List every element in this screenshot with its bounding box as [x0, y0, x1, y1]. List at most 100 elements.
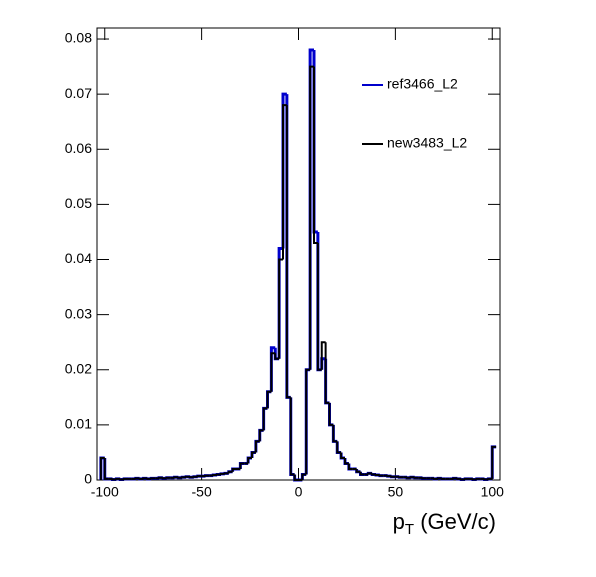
- histogram-bin: [413, 476, 419, 479]
- histogram-bin: [239, 462, 245, 469]
- histogram-bin: [266, 390, 272, 409]
- histogram-bin: [375, 474, 380, 477]
- histogram-bin: [293, 474, 299, 481]
- histogram-bin: [309, 65, 314, 370]
- y-tick-label: 0.02: [65, 360, 92, 376]
- x-tick-label: 0: [295, 484, 303, 500]
- histogram-bin: [99, 456, 105, 480]
- histogram-bin: [289, 397, 295, 476]
- y-tick-label: 0.03: [65, 305, 92, 321]
- histogram-bin: [192, 475, 198, 478]
- histogram-bin: [386, 475, 392, 478]
- histogram-bin: [111, 478, 117, 481]
- y-tick-label: 0.07: [65, 85, 92, 101]
- histogram-bin: [433, 477, 438, 480]
- histogram-bin: [475, 477, 481, 480]
- histogram-bin: [278, 258, 283, 359]
- histogram-bin: [146, 477, 152, 480]
- histogram-bin: [483, 478, 489, 481]
- histogram-bin: [359, 471, 365, 476]
- histogram-bin: [212, 474, 218, 477]
- histogram-bin: [301, 473, 307, 480]
- y-tick-label: 0.04: [65, 250, 92, 266]
- histogram-bin: [320, 341, 326, 370]
- histogram-bin: [161, 477, 167, 480]
- histogram-bin: [347, 463, 353, 470]
- histogram-bin: [355, 468, 361, 473]
- histogram-bin: [258, 429, 264, 442]
- y-tick-label: 0.05: [65, 195, 92, 211]
- histogram-bin: [115, 477, 121, 480]
- histogram-bin: [328, 402, 334, 426]
- histogram-bin: [204, 474, 210, 477]
- histogram-bin: [398, 476, 404, 479]
- legend-label: ref3466_L2: [387, 76, 458, 92]
- histogram-bin: [270, 352, 276, 392]
- histogram-bin: [437, 477, 442, 480]
- histogram-bin: [464, 477, 469, 480]
- histogram-bin: [456, 477, 462, 480]
- histogram-bin: [173, 476, 179, 479]
- histogram-bin: [262, 407, 268, 431]
- x-tick-label: 50: [388, 484, 404, 500]
- histogram-bin: [165, 476, 171, 479]
- histogram-bin: [177, 476, 183, 479]
- histogram-bin: [324, 342, 330, 404]
- histogram-bin: [452, 477, 458, 480]
- histogram-bin: [103, 457, 109, 480]
- y-tick-label: 0.08: [65, 30, 92, 46]
- histogram-bin: [254, 440, 260, 453]
- histogram-bin: [340, 452, 345, 459]
- histogram-bin: [231, 467, 237, 472]
- histogram-bin: [313, 66, 318, 244]
- histogram-bin: [409, 476, 415, 479]
- histogram-bin: [371, 473, 376, 476]
- histogram-bin: [332, 424, 338, 443]
- histogram-bin: [142, 477, 148, 480]
- histogram-bin: [223, 472, 229, 475]
- histogram-bin: [181, 476, 187, 479]
- x-tick-label: -50: [192, 484, 212, 500]
- histogram-bin: [123, 477, 128, 480]
- x-axis-title-main: p: [393, 509, 405, 534]
- histogram-bin: [421, 477, 427, 480]
- legend-label: new3483_L2: [387, 135, 467, 151]
- histogram-bin: [119, 478, 125, 481]
- histogram-bin: [471, 478, 477, 481]
- histogram-bin: [227, 470, 233, 474]
- y-tick-label: 0.06: [65, 140, 92, 156]
- y-tick-label: 0: [84, 471, 92, 487]
- histogram-bin: [460, 478, 466, 481]
- histogram-bin: [406, 476, 411, 479]
- x-axis-title-rest: (GeV/c): [414, 509, 496, 534]
- histogram-bin: [487, 477, 493, 480]
- histogram-bin: [378, 474, 384, 477]
- x-axis-title-sub: T: [405, 521, 414, 538]
- histogram-bin: [138, 477, 144, 480]
- histogram-bin: [367, 472, 373, 475]
- histogram-bin: [344, 457, 349, 465]
- histogram-bin: [251, 451, 256, 458]
- histogram-bin: [150, 477, 156, 480]
- histogram-bin: [274, 353, 280, 360]
- histogram-bin: [220, 472, 225, 475]
- histogram-bin: [247, 456, 252, 464]
- histogram-bin: [282, 104, 287, 260]
- x-tick-label: 100: [481, 484, 505, 500]
- histogram-bin: [316, 242, 322, 371]
- histogram-bin: [158, 476, 163, 479]
- histogram-bin: [185, 475, 190, 478]
- histogram-bin: [336, 441, 342, 454]
- histogram-bin: [189, 476, 194, 479]
- histogram-bin: [285, 105, 291, 399]
- histogram-bin: [491, 445, 497, 479]
- histogram-bin: [390, 475, 396, 478]
- y-tick-label: 0.01: [65, 416, 92, 432]
- histogram-bin: [134, 477, 140, 480]
- histogram-bin: [196, 475, 202, 478]
- histogram-bin: [216, 473, 221, 476]
- x-axis-title: pT (GeV/c): [393, 509, 496, 538]
- histogram-bin: [305, 368, 311, 475]
- histogram-bin: [440, 477, 446, 480]
